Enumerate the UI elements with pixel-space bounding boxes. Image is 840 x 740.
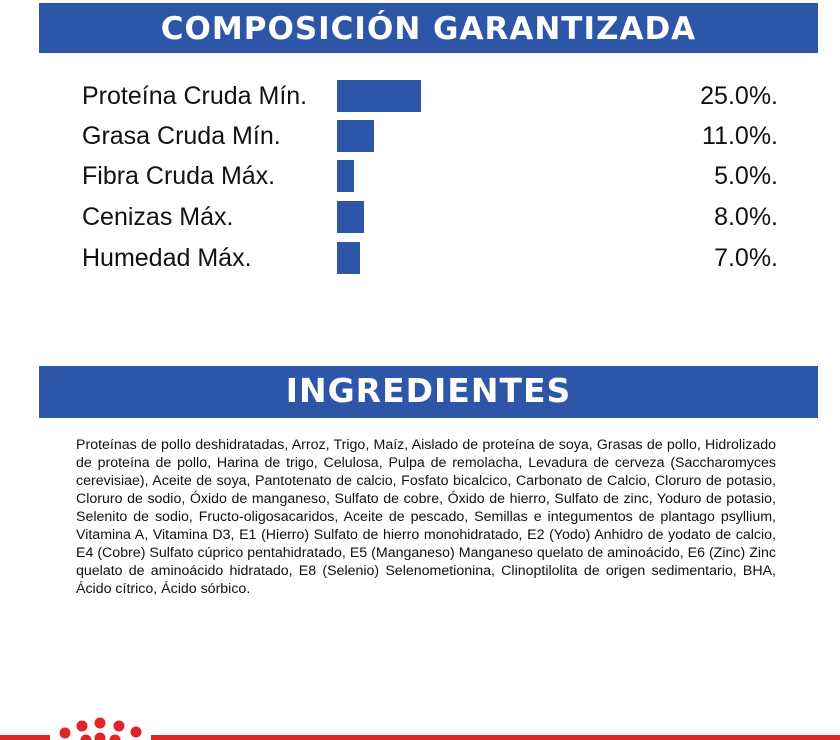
nutrient-label: Fibra Cruda Máx. — [82, 162, 276, 190]
nutrient-value: 5.0%. — [714, 162, 778, 190]
composition-row: Fibra Cruda Máx. 5.0%. — [0, 160, 840, 192]
nutrient-value: 11.0%. — [702, 122, 778, 150]
nutrient-value: 25.0%. — [700, 82, 778, 110]
royal-canin-crown-dots-icon — [59, 717, 142, 740]
nutrient-label: Cenizas Máx. — [82, 203, 234, 231]
brand-logo-footer — [0, 717, 840, 740]
nutrient-label: Grasa Cruda Mín. — [82, 122, 281, 150]
nutrient-value: 7.0%. — [714, 244, 778, 272]
ingredients-header: INGREDIENTES — [39, 366, 818, 418]
nutrient-bar — [337, 242, 361, 274]
nutrient-bar — [337, 201, 364, 233]
nutrient-bar — [337, 160, 354, 192]
composition-row: Grasa Cruda Mín. 11.0%. — [0, 120, 840, 152]
footer-line-left — [0, 735, 50, 740]
ingredients-text: Proteínas de pollo deshidratadas, Arroz,… — [76, 437, 776, 597]
composition-header: COMPOSICIÓN GARANTIZADA — [39, 3, 818, 53]
nutrient-value: 8.0%. — [714, 203, 778, 231]
composition-row: Cenizas Máx. 8.0%. — [0, 201, 840, 233]
composition-row: Proteína Cruda Mín. 25.0%. — [0, 80, 840, 112]
composition-row: Humedad Máx. 7.0%. — [0, 242, 840, 274]
nutrient-bar — [337, 120, 374, 152]
nutrient-label: Proteína Cruda Mín. — [82, 82, 308, 110]
nutrient-label: Humedad Máx. — [82, 244, 252, 272]
footer-line-right — [151, 735, 840, 740]
nutrient-bar — [337, 80, 421, 112]
